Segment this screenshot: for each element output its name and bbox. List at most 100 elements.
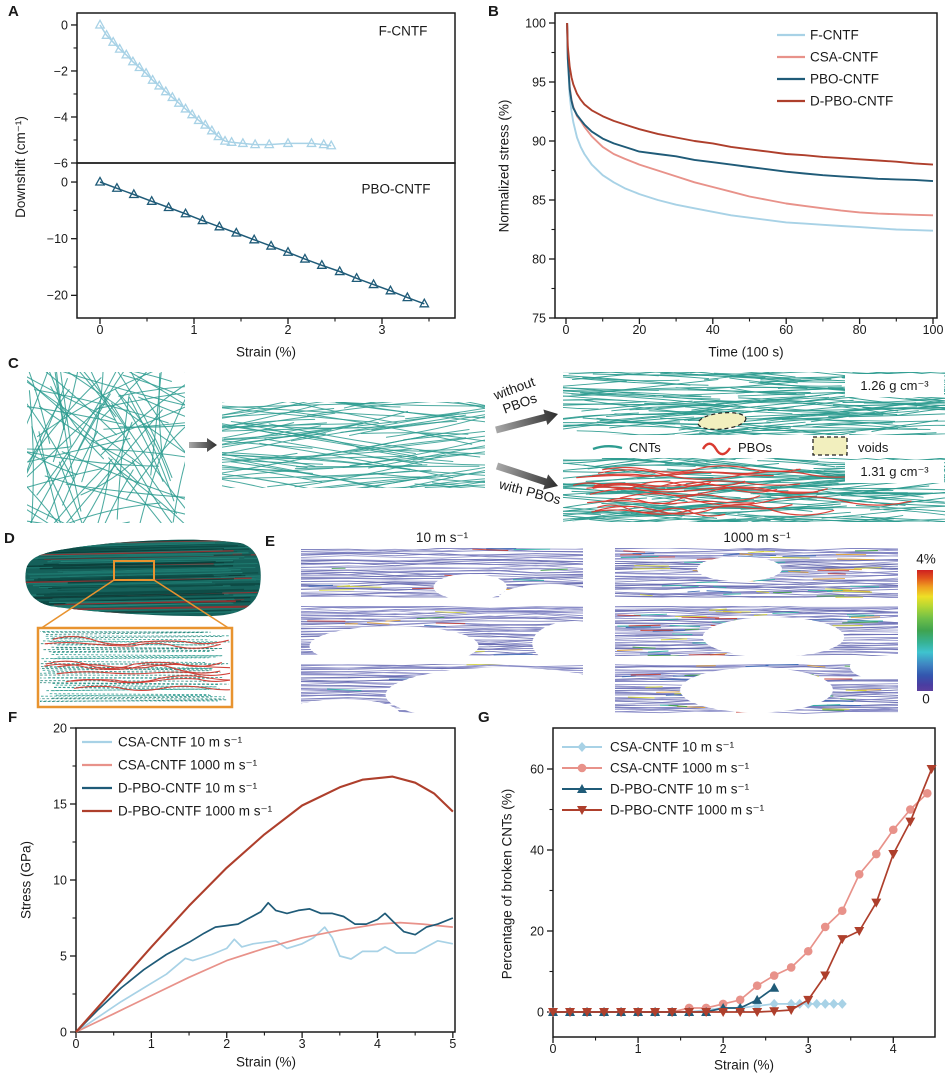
strain-map-void — [702, 617, 845, 656]
strain-map-void — [498, 584, 583, 598]
legend-label: CSA-CNTF — [810, 50, 878, 65]
strain-map-void — [385, 667, 583, 714]
tick-label: 0 — [537, 1005, 544, 1019]
strain-map-panel — [615, 548, 898, 598]
legend-voids-label: voids — [858, 440, 889, 455]
density-with-pbos: 1.31 g cm⁻³ — [845, 460, 944, 483]
tick-label: 5 — [449, 1037, 456, 1051]
strain-map-void — [697, 556, 782, 582]
panel-a-annotation-bottom: PBO-CNTF — [361, 181, 431, 197]
tick-label: 4 — [890, 1042, 897, 1056]
tick-label: 60 — [779, 323, 793, 337]
panel-f-ylabel: Stress (GPa) — [18, 840, 34, 920]
tick-label: 100 — [525, 16, 546, 30]
panel-a-ylabel: Downshift (cm⁻¹) — [13, 116, 28, 218]
panel-a-letter: A — [8, 3, 19, 20]
colorbar-min-label: 0 — [922, 691, 930, 707]
panel-b-letter: B — [488, 3, 499, 20]
strain-map-void — [532, 621, 583, 656]
cnt-network-random — [27, 372, 185, 523]
panel-b-ylabel: Normalized stress (%) — [496, 99, 512, 233]
strain-map-void — [433, 574, 507, 598]
legend-label: D-PBO-CNTF — [810, 94, 893, 109]
cylinder-zoom-box — [113, 560, 155, 581]
series-line-D-PBO-CNTF 1000 m s⁻¹ — [75, 775, 454, 1033]
series-line-PBO-CNTF — [99, 181, 425, 305]
tick-label: 40 — [706, 323, 720, 337]
panel-f-letter: F — [8, 709, 18, 726]
panel-g-legend: CSA-CNTF 10 m s⁻¹ CSA-CNTF 1000 m s⁻¹ D-PB… — [562, 740, 765, 818]
strain-map-panel — [301, 664, 583, 714]
tick-label: 1 — [148, 1037, 155, 1051]
tick-label: −6 — [54, 156, 68, 170]
legend-label: D-PBO-CNTF 1000 m s⁻¹ — [610, 803, 765, 818]
pbos-swatch — [701, 442, 732, 456]
legend-label: CSA-CNTF 10 m s⁻¹ — [118, 735, 243, 750]
legend-cnts-label: CNTs — [629, 440, 661, 455]
legend-pbos-label: PBOs — [738, 440, 772, 455]
tick-label: 60 — [530, 762, 544, 776]
strain-map-panel — [301, 606, 583, 656]
tick-label: 2 — [223, 1037, 230, 1051]
tick-label: 80 — [532, 252, 546, 266]
tick-label: −20 — [47, 289, 68, 303]
tick-label: −4 — [54, 110, 68, 124]
strain-map-void — [849, 664, 898, 679]
panel-d-letter: D — [4, 530, 15, 547]
strain-map-void — [301, 699, 400, 714]
panel-f-legend: CSA-CNTF 10 m s⁻¹ CSA-CNTF 1000 m s⁻¹ D-PB… — [82, 735, 273, 819]
tick-label: 4 — [374, 1037, 381, 1051]
tick-label: 1 — [191, 323, 198, 337]
series-line-CSA-CNTF 1000 m s⁻¹ — [553, 792, 928, 1013]
cylinder-inset-texture — [40, 631, 230, 703]
tick-label: 3 — [379, 323, 386, 337]
tick-label: 90 — [532, 134, 546, 148]
series-markers-D-PBO-CNTF 1000 m s⁻¹ — [548, 765, 937, 1017]
series-markers-PBO-CNTF — [94, 176, 430, 308]
panel-a-xlabel: Strain (%) — [235, 344, 297, 360]
panel-a-chart: 0 1 2 3 0 −2 −4 −6 0 −10 −20 — [47, 12, 456, 337]
panel-g-letter: G — [478, 709, 490, 726]
strain-map-void — [309, 626, 479, 656]
tick-label: 0 — [97, 323, 104, 337]
tick-label: 85 — [532, 193, 546, 207]
strain-map-panel — [615, 606, 898, 656]
without-pbos-arrow — [495, 409, 558, 434]
panel-e-strain-maps — [301, 548, 898, 714]
tick-label: 1 — [635, 1042, 642, 1056]
tick-label: −10 — [47, 232, 68, 246]
tick-label: −2 — [54, 64, 68, 78]
series-line-F-CNTF — [566, 22, 934, 232]
legend-label: CSA-CNTF 1000 m s⁻¹ — [610, 761, 750, 776]
zoom-connector-right — [153, 579, 231, 630]
series-line-D-PBO-CNTF 10 m s⁻¹ — [75, 901, 454, 1033]
series-line-CSA-CNTF 1000 m s⁻¹ — [75, 921, 453, 1033]
tick-label: 0 — [61, 18, 68, 32]
panel-b-xlabel: Time (100 s) — [708, 344, 784, 360]
panel-b-legend: F-CNTF CSA-CNTF PBO-CNTF D-PBO-CNTF — [777, 28, 893, 109]
speed-label-right: 1000 m s⁻¹ — [723, 530, 791, 545]
panel-b-chart: 0 20 40 60 80 100 75 80 85 90 95 100 F-CNTF CSA-CNTF P… — [525, 12, 943, 337]
legend-label: D-PBO-CNTF 10 m s⁻¹ — [610, 782, 750, 797]
tick-label: 20 — [632, 323, 646, 337]
tick-label: 0 — [60, 1025, 67, 1039]
tick-label: 80 — [853, 323, 867, 337]
series-line-F-CNTF — [99, 24, 332, 147]
panel-c-letter: C — [8, 355, 19, 372]
tick-label: 20 — [530, 924, 544, 938]
panel-c-schematic — [27, 372, 945, 523]
strain-map-panel — [301, 548, 583, 598]
panel-c-legend-swatches — [592, 436, 848, 456]
tick-label: 3 — [299, 1037, 306, 1051]
tick-label: 10 — [53, 873, 67, 887]
series-line-CSA-CNTF 10 m s⁻¹ — [75, 926, 454, 1033]
cnts-swatch — [592, 445, 623, 451]
cnt-network-aligned — [222, 402, 485, 488]
panel-f-xlabel: Strain (%) — [235, 1054, 297, 1070]
cnt-network-without-pbos — [563, 372, 945, 435]
tick-label: 3 — [805, 1042, 812, 1056]
